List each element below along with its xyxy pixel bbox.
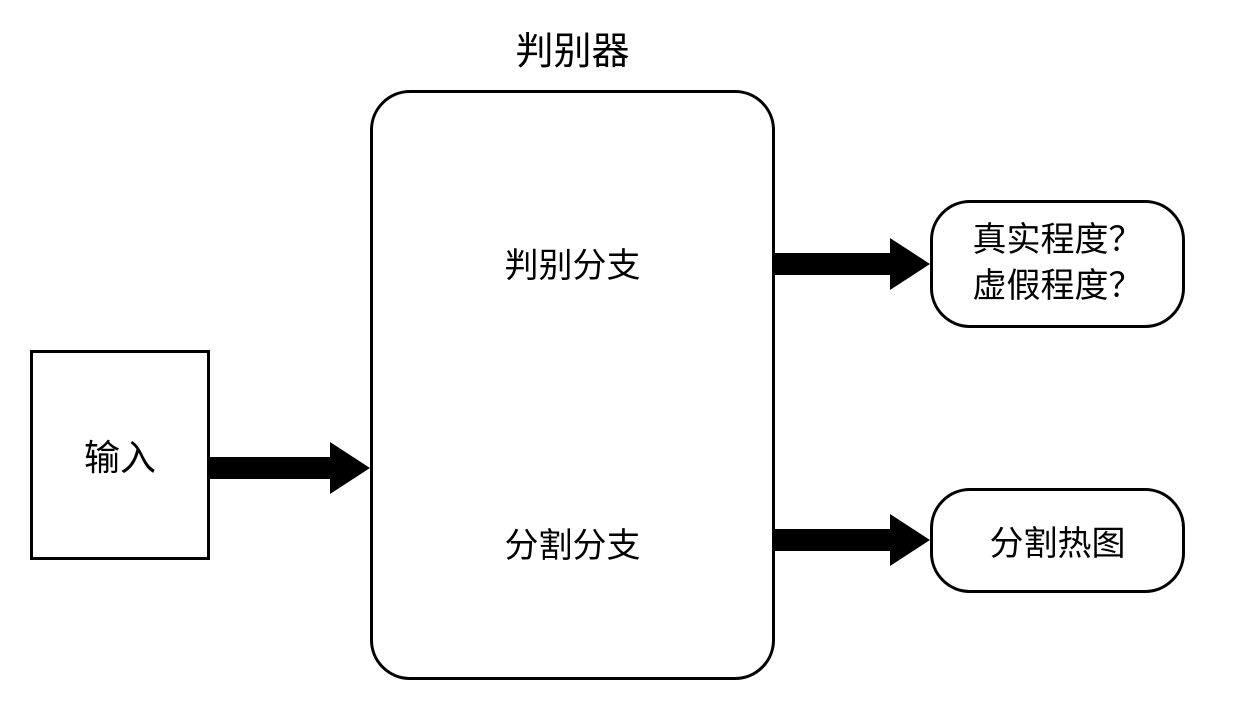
discriminate-branch-label: 判别分支 <box>373 238 772 287</box>
segment-branch-label: 分割分支 <box>373 518 772 567</box>
output-real-line: 真实程度？ <box>973 218 1143 264</box>
discriminator-node: 判别分支 分割分支 <box>370 90 775 680</box>
arrow-head-icon <box>890 514 930 566</box>
discriminator-title: 判别器 <box>370 20 775 75</box>
output-real-fake-node: 真实程度？ 虚假程度？ <box>930 200 1185 328</box>
arrow-head-icon <box>330 442 370 494</box>
arrow-segment-to-heatmap <box>775 514 930 566</box>
arrow-shaft <box>210 457 330 479</box>
arrow-head-icon <box>890 238 930 290</box>
input-label: 输入 <box>84 429 156 481</box>
output-heatmap-node: 分割热图 <box>930 488 1185 593</box>
arrow-shaft <box>775 529 890 551</box>
arrow-discriminate-to-realfake <box>775 238 930 290</box>
output-fake-line: 虚假程度？ <box>973 264 1143 310</box>
arrow-input-to-discriminator <box>210 442 370 494</box>
input-node: 输入 <box>30 350 210 560</box>
arrow-shaft <box>775 253 890 275</box>
output-heatmap-label: 分割热图 <box>990 516 1126 565</box>
